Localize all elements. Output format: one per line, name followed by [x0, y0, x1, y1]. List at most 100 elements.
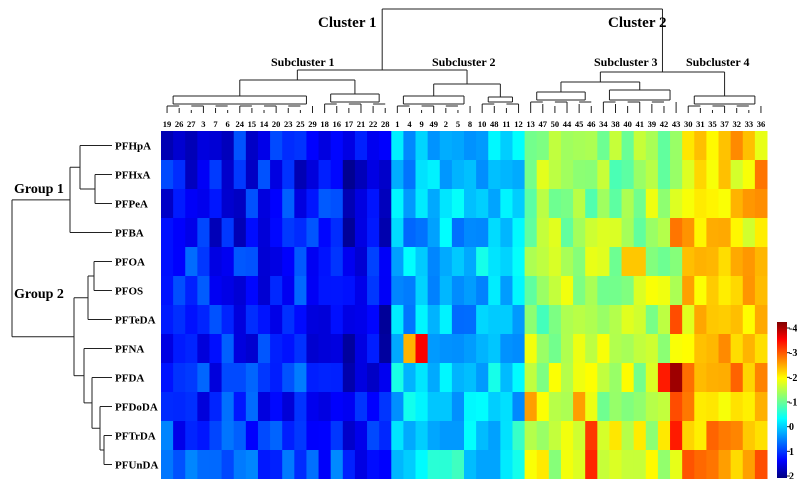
heatmap-cell: [524, 363, 538, 393]
heatmap-cell: [621, 363, 635, 393]
heatmap-cell: [403, 450, 417, 480]
heatmap-cell: [270, 363, 283, 393]
heatmap-cell: [476, 160, 489, 190]
heatmap-cell: [270, 421, 283, 451]
heatmap-cell: [573, 160, 586, 190]
heatmap-cell: [342, 392, 356, 422]
heatmap-cell: [367, 218, 380, 248]
heatmap-cell: [597, 421, 610, 451]
column-label: 25: [296, 119, 305, 129]
heatmap-cell: [754, 305, 768, 335]
heatmap-cell: [512, 276, 526, 306]
heatmap-cell: [415, 450, 429, 480]
heatmap-cell: [367, 189, 380, 219]
heatmap-cell: [464, 247, 477, 277]
heatmap-cell: [197, 421, 210, 451]
heatmap-cell: [621, 421, 635, 451]
column-label: 16: [332, 119, 341, 129]
column-label: 50: [551, 119, 560, 129]
heatmap-cell: [500, 160, 513, 190]
heatmap-cell: [754, 334, 768, 364]
heatmap-cell: [354, 131, 368, 161]
column-label: 29: [308, 119, 317, 129]
heatmap-cell: [185, 160, 198, 190]
heatmap-cell: [173, 247, 186, 277]
heatmap-cell: [476, 218, 489, 248]
heatmap-cell: [560, 189, 574, 219]
heatmap-cell: [185, 276, 198, 306]
heatmap-cell: [451, 363, 465, 393]
heatmap-cell: [694, 305, 707, 335]
heatmap-cell: [451, 276, 465, 306]
column-label: 35: [708, 119, 717, 129]
heatmap-cell: [173, 363, 186, 393]
heatmap-cell: [657, 450, 671, 480]
heatmap-cell: [161, 247, 174, 277]
heatmap-cell: [718, 247, 732, 277]
heatmap-cell: [185, 218, 198, 248]
heatmap-cell: [730, 189, 744, 219]
heatmap-cell: [742, 334, 756, 364]
heatmap-cell: [161, 450, 174, 480]
column-labels: 19 26 27 3 7 6 24 15 14 20 23 25 29 18 16 17 21 22 28 1 4 9 49…: [163, 119, 765, 129]
heatmap-cell: [694, 131, 707, 161]
heatmap-cell: [330, 421, 344, 451]
heatmap-cell: [633, 189, 647, 219]
heatmap-cell: [464, 276, 477, 306]
heatmap-cell: [754, 450, 768, 480]
heatmap-cell: [524, 189, 538, 219]
heatmap-cell: [233, 421, 247, 451]
heatmap-cell: [548, 392, 562, 422]
heatmap-cell: [330, 276, 344, 306]
column-label: 4: [407, 119, 412, 129]
heatmap-cell: [476, 363, 489, 393]
heatmap-cell: [609, 392, 623, 422]
heatmap-cell: [439, 218, 453, 248]
heatmap-cell: [354, 450, 368, 480]
heatmap-cell: [354, 363, 368, 393]
heatmap-cell: [512, 363, 526, 393]
heatmap-cell: [573, 392, 586, 422]
heatmap-cell: [512, 305, 526, 335]
heatmap-cell: [330, 363, 344, 393]
heatmap-cell: [754, 276, 768, 306]
heatmap-cell: [318, 276, 332, 306]
heatmap-cell: [379, 131, 392, 161]
column-label: 6: [226, 119, 230, 129]
heatmap-cell: [621, 247, 635, 277]
heatmap-cell: [306, 189, 320, 219]
heatmap-cell: [536, 247, 550, 277]
heatmap-cell: [754, 392, 768, 422]
heatmap-cell: [670, 160, 683, 190]
heatmap-cell: [524, 247, 538, 277]
heatmap-cell: [742, 218, 756, 248]
heatmap-cell: [742, 392, 756, 422]
heatmap-cell: [354, 218, 368, 248]
heatmap-cell: [633, 334, 647, 364]
heatmap-cell: [415, 276, 429, 306]
column-label: 39: [648, 119, 657, 129]
heatmap-cell: [730, 131, 744, 161]
heatmap-cell: [524, 421, 538, 451]
heatmap-cell: [609, 160, 623, 190]
heatmap-cell: [306, 334, 320, 364]
heatmap-cell: [730, 363, 744, 393]
heatmap-cell: [245, 131, 259, 161]
heatmap-cell: [548, 334, 562, 364]
heatmap-cell: [730, 392, 744, 422]
heatmap-cell: [294, 131, 307, 161]
heatmap-cell: [439, 392, 453, 422]
heatmap-cell: [318, 334, 332, 364]
heatmap-cell: [706, 363, 720, 393]
heatmap-cell: [185, 131, 198, 161]
heatmap-cell: [330, 131, 344, 161]
column-label: 17: [345, 119, 354, 129]
heatmap-cell: [597, 392, 610, 422]
heatmap-cell: [233, 392, 247, 422]
heatmap-cell: [173, 305, 186, 335]
heatmap-cell: [221, 305, 235, 335]
heatmap-cell: [500, 247, 513, 277]
heatmap-cell: [367, 131, 380, 161]
heatmap-cell: [391, 131, 404, 161]
heatmap-cell: [367, 450, 380, 480]
